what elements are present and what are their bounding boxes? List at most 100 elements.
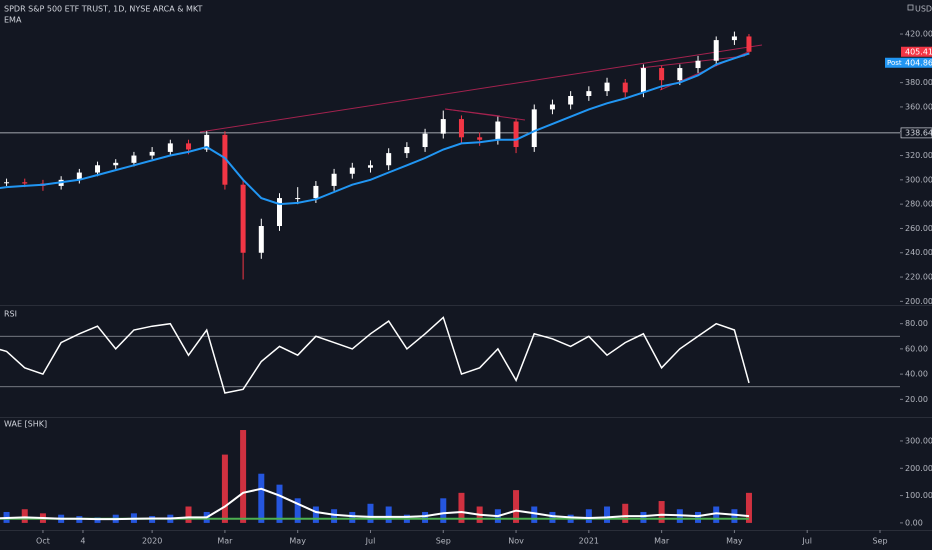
candle-body bbox=[349, 167, 355, 174]
wae-bar bbox=[658, 501, 665, 523]
wae-bar bbox=[240, 430, 247, 523]
x-tick-label: 2020 bbox=[142, 537, 162, 546]
ema-line bbox=[0, 52, 750, 206]
x-tick-label: Mar bbox=[217, 537, 233, 546]
post-price: 404.86 bbox=[905, 58, 932, 67]
trend-lines bbox=[199, 44, 763, 133]
last-price: 405.41 bbox=[905, 47, 932, 56]
y-tick-label: 60.00 bbox=[905, 344, 928, 353]
explosion-line bbox=[0, 487, 750, 521]
indicator-name: RSI bbox=[4, 310, 17, 319]
candle-body bbox=[258, 226, 264, 253]
candle-body bbox=[167, 143, 173, 152]
candle-body bbox=[22, 182, 28, 184]
wae-bar bbox=[585, 509, 592, 523]
y-tick-label: 220.00 bbox=[905, 273, 932, 282]
y-tick-label: 260.00 bbox=[905, 224, 932, 233]
y-tick-label: 240.00 bbox=[905, 248, 932, 257]
x-tick-label: 2021 bbox=[579, 537, 599, 546]
y-tick-label: 280.00 bbox=[905, 200, 932, 209]
candle-body bbox=[204, 134, 210, 150]
y-tick-label: 300.00 bbox=[905, 436, 932, 445]
rsi-line bbox=[0, 316, 750, 394]
candle-body bbox=[76, 172, 82, 180]
candle-body bbox=[295, 198, 301, 200]
candle-body bbox=[240, 184, 246, 253]
chart-title: SPDR S&P 500 ETF TRUST, 1D, NYSE ARCA & … bbox=[4, 5, 203, 14]
wae-bar bbox=[549, 511, 556, 523]
candle-body bbox=[367, 165, 373, 168]
candle-body bbox=[404, 147, 410, 154]
y-tick-label: 20.00 bbox=[905, 395, 928, 404]
candle-body bbox=[622, 82, 628, 93]
candle-body bbox=[604, 82, 610, 92]
trend-line bbox=[199, 44, 763, 133]
candle-body bbox=[131, 155, 137, 163]
candle-body bbox=[4, 182, 10, 184]
candle-body bbox=[313, 185, 319, 199]
y-tick-label: 420.00 bbox=[905, 30, 932, 39]
wae-bar bbox=[513, 490, 520, 523]
trend-line bbox=[639, 55, 746, 69]
x-tick-label: Jul bbox=[801, 537, 812, 546]
x-tick-label: 4 bbox=[80, 537, 85, 546]
y-tick-label: 360.00 bbox=[905, 102, 932, 111]
indicator-name: EMA bbox=[4, 16, 22, 25]
wae-bar bbox=[695, 511, 702, 523]
candle-body bbox=[458, 119, 464, 138]
x-tick-label: Jul bbox=[365, 537, 376, 546]
y-tick-label: 320.00 bbox=[905, 151, 932, 160]
wae-bar bbox=[312, 506, 319, 523]
wae-bar bbox=[640, 511, 647, 523]
wae-bar bbox=[385, 506, 392, 523]
y-tick-label: 200.00 bbox=[905, 464, 932, 473]
candle-body bbox=[477, 137, 483, 140]
lock-icon[interactable] bbox=[907, 4, 914, 11]
wae-bar bbox=[185, 506, 192, 523]
last-price-box bbox=[901, 46, 932, 57]
candle-body bbox=[422, 133, 428, 148]
candle-body bbox=[731, 36, 737, 41]
indicator-name: WAE [SHK] bbox=[4, 420, 47, 429]
candle-body bbox=[186, 143, 192, 150]
wae-bar bbox=[21, 509, 28, 523]
y-tick-label: 0.00 bbox=[905, 518, 923, 527]
wae-bar bbox=[94, 517, 101, 523]
candle-body bbox=[713, 40, 719, 61]
trend-line bbox=[444, 108, 501, 117]
candle-body bbox=[331, 173, 337, 186]
wae-bar bbox=[221, 454, 228, 523]
candle-body bbox=[276, 198, 282, 227]
candle-body bbox=[695, 60, 701, 69]
candle-body bbox=[549, 104, 555, 110]
wae-bar bbox=[604, 506, 611, 523]
x-tick-label: Sep bbox=[872, 537, 887, 546]
y-tick-label: 200.00 bbox=[905, 297, 932, 306]
wae-bar bbox=[731, 509, 738, 523]
candle-body bbox=[113, 162, 119, 166]
wae-bar bbox=[294, 498, 301, 523]
candle-body bbox=[222, 134, 228, 185]
wae-bar bbox=[531, 506, 538, 523]
candle-body bbox=[149, 151, 155, 156]
wae-bar bbox=[349, 511, 356, 523]
wae-bar bbox=[422, 511, 429, 523]
candle-body bbox=[640, 68, 646, 93]
y-tick-label: 40.00 bbox=[905, 370, 928, 379]
wae-bar bbox=[276, 484, 283, 523]
wae-bar bbox=[458, 492, 465, 523]
price-label: 338.64 bbox=[905, 128, 932, 137]
wae-bar bbox=[622, 503, 629, 523]
y-tick-label: 300.00 bbox=[905, 175, 932, 184]
x-tick-label: May bbox=[726, 537, 743, 546]
candle-body bbox=[586, 91, 592, 96]
candle-body bbox=[659, 68, 665, 81]
y-tick-label: 380.00 bbox=[905, 78, 932, 87]
candle-body bbox=[531, 109, 537, 148]
candle-body bbox=[677, 68, 683, 81]
candle-body bbox=[746, 36, 752, 52]
candle-body bbox=[95, 165, 101, 173]
currency[interactable]: USD bbox=[915, 5, 932, 14]
